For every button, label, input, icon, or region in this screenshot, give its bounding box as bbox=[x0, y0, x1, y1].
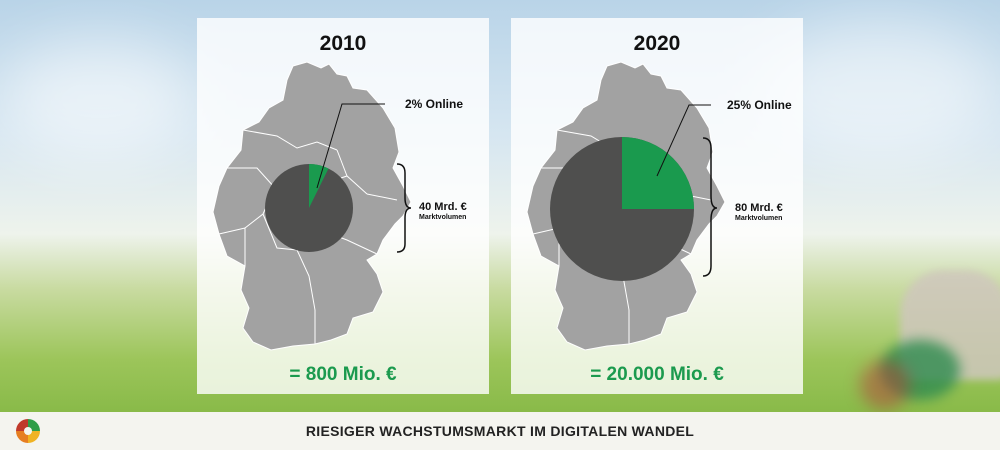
volume-brace bbox=[702, 137, 718, 277]
chart-svg-2010: 2% Online 40 Mrd. € Marktvolumen bbox=[212, 61, 467, 351]
pie-chart-2020 bbox=[550, 137, 694, 281]
online-label-2020: 25% Online bbox=[727, 98, 792, 112]
chart-panel-2020: 2020 25% Online 80 Mrd. € Marktvolumen =… bbox=[511, 18, 803, 394]
volume-sublabel-2010: Marktvolumen bbox=[419, 214, 466, 221]
volume-label-2020: 80 Mrd. € bbox=[735, 202, 783, 214]
volume-sublabel-2020: Marktvolumen bbox=[735, 215, 782, 222]
result-value-2010: = 800 Mio. € bbox=[289, 364, 397, 385]
chart-panel-2010: 2010 2% Online 40 Mrd. € Marktvolumen = … bbox=[197, 18, 489, 394]
volume-label-2010: 40 Mrd. € bbox=[419, 201, 467, 213]
online-leader-line bbox=[316, 103, 385, 189]
chart-svg-2020: 25% Online 80 Mrd. € Marktvolumen bbox=[526, 61, 792, 351]
volume-brace bbox=[396, 163, 412, 253]
chart-title-2020: 2020 bbox=[633, 32, 681, 55]
footer-bar: RIESIGER WACHSTUMSMARKT IM DIGITALEN WAN… bbox=[0, 412, 1000, 450]
pie-chart-2010 bbox=[265, 163, 353, 252]
online-leader-line bbox=[656, 104, 711, 177]
brand-logo-icon bbox=[16, 419, 40, 443]
pie-slice-online bbox=[309, 163, 329, 208]
background-roof-image bbox=[860, 360, 910, 410]
result-value-2020: = 20.000 Mio. € bbox=[590, 364, 724, 385]
background-cloud bbox=[0, 40, 200, 160]
online-label-2010: 2% Online bbox=[405, 97, 463, 111]
footer-title: RIESIGER WACHSTUMSMARKT IM DIGITALEN WAN… bbox=[305, 423, 695, 439]
chart-title-2010: 2010 bbox=[319, 32, 367, 55]
